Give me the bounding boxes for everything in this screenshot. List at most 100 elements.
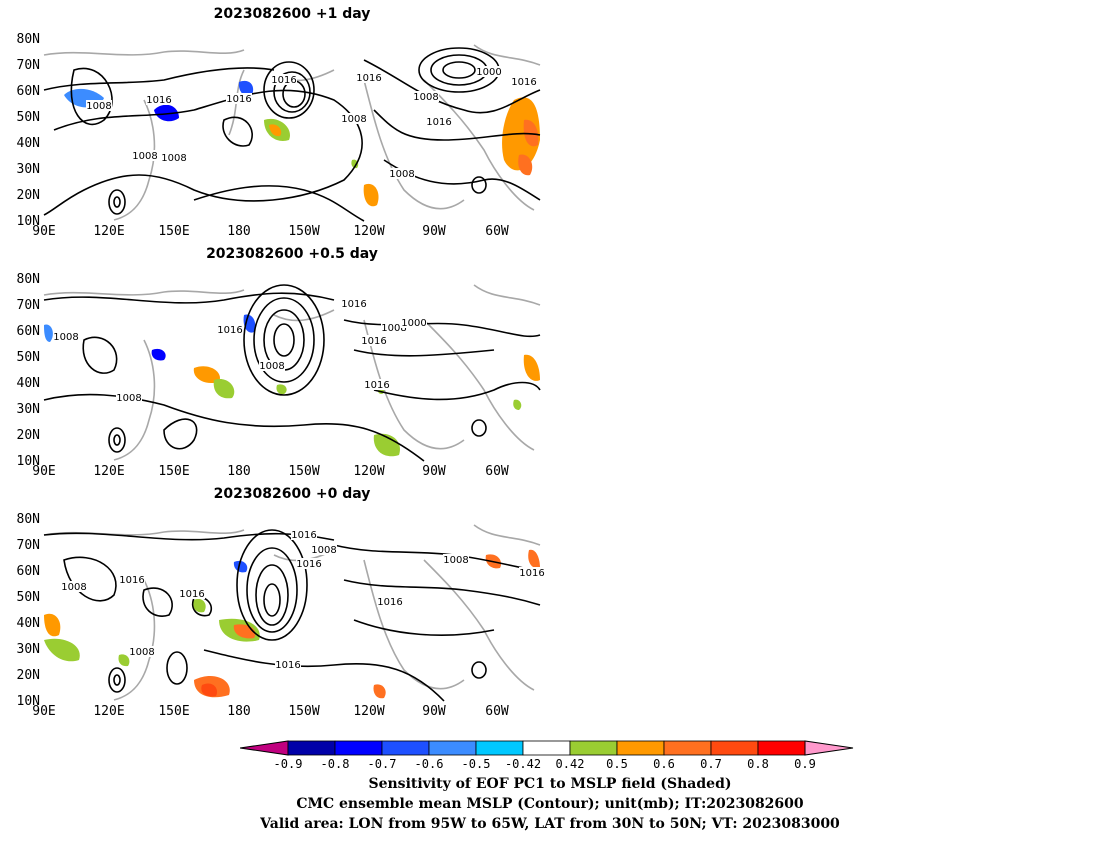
- contour-label: 1008: [443, 555, 468, 566]
- caption-line-1: Sensitivity of EOF PC1 to MSLP field (Sh…: [368, 776, 732, 792]
- caption-line-2: CMC ensemble mean MSLP (Contour); unit(m…: [296, 796, 804, 812]
- x-tick-label: 180: [227, 224, 251, 239]
- x-tick-label: 150E: [158, 704, 190, 719]
- contour-label-bg: [511, 76, 537, 87]
- x-tick-label: 180: [227, 704, 251, 719]
- y-tick-label: 70N: [16, 298, 40, 313]
- contour-label-bg: [381, 322, 407, 333]
- x-tick-label: 90E: [32, 464, 56, 479]
- colorbar-segment: [616, 740, 665, 756]
- colorbar-tick-label: -0.8: [320, 757, 350, 771]
- contour-label: 1016: [426, 117, 451, 128]
- contour-label-bg: [129, 646, 155, 657]
- y-tick-label: 60N: [16, 84, 40, 99]
- colorbar-segment: [475, 740, 524, 756]
- contour-label: 1016: [217, 325, 242, 336]
- contour-label-bg: [311, 544, 337, 555]
- contour-label: 1016: [519, 568, 544, 579]
- y-tick-label: 60N: [16, 564, 40, 579]
- contour-label-bg: [476, 66, 502, 77]
- caption-line-3: Valid area: LON from 95W to 65W, LAT fro…: [260, 816, 840, 832]
- panel-1-map: 1008 1016 1008 1016 1008 1016 1000 1008 1016 1016…: [43, 40, 541, 222]
- y-tick-label: 50N: [16, 110, 40, 125]
- colorbar-segment: [334, 740, 383, 756]
- contour-label: 1008: [259, 361, 284, 372]
- y-tick-label: 40N: [16, 376, 40, 391]
- contour-label: 1016: [119, 575, 144, 586]
- contour-label: 1008: [53, 332, 78, 343]
- contour-label: 1008: [132, 151, 157, 162]
- contour-label-bg: [356, 72, 382, 83]
- contour-label: 1008: [381, 323, 406, 334]
- contour-label: 1016: [341, 299, 366, 310]
- colorbar-segment: [757, 740, 806, 756]
- y-tick-label: 40N: [16, 136, 40, 151]
- contour-label-bg: [226, 93, 252, 104]
- x-tick-label: 120W: [353, 224, 385, 239]
- colorbar-segment: [287, 740, 336, 756]
- x-tick-label: 90E: [32, 224, 56, 239]
- contour-label: 1008: [389, 169, 414, 180]
- x-tick-label: 60W: [485, 224, 509, 239]
- colorbar-segment: [428, 740, 477, 756]
- contour-label: 1016: [296, 559, 321, 570]
- contour-label-bg: [53, 331, 79, 342]
- contour-label: 1016: [356, 73, 381, 84]
- contour-label: 1016: [377, 597, 402, 608]
- y-tick-label: 20N: [16, 668, 40, 683]
- contour-label-bg: [217, 324, 243, 335]
- contour-label-bg: [291, 529, 317, 540]
- y-tick-label: 50N: [16, 350, 40, 365]
- contour-label-bg: [146, 94, 172, 105]
- y-tick-label: 20N: [16, 188, 40, 203]
- colorbar-tick-label: -0.9: [273, 757, 303, 771]
- x-tick-label: 120W: [353, 704, 385, 719]
- colorbar-tick-label: 0.6: [653, 757, 675, 771]
- colorbar-tick-label: -0.5: [461, 757, 491, 771]
- contour-label: 1000: [401, 318, 426, 329]
- y-tick-label: 80N: [16, 272, 40, 287]
- contour-label: 1008: [129, 647, 154, 658]
- contour-label: 1016: [271, 75, 296, 86]
- panel-3-title: 2023082600 +0 day: [213, 486, 371, 502]
- colorbar-segment: [381, 740, 430, 756]
- y-tick-label: 50N: [16, 590, 40, 605]
- y-tick-label: 20N: [16, 428, 40, 443]
- x-tick-label: 120W: [353, 464, 385, 479]
- contour-label-bg: [259, 360, 285, 371]
- contour-label-bg: [61, 581, 87, 592]
- x-tick-label: 150E: [158, 224, 190, 239]
- y-tick-label: 10N: [16, 694, 40, 709]
- contour-label-bg: [389, 168, 415, 179]
- colorbar-tick-label: 0.42: [555, 757, 585, 771]
- contour-label-bg: [377, 596, 403, 607]
- colorbar-tick-label: 0.7: [700, 757, 722, 771]
- contour-label: 1016: [179, 589, 204, 600]
- contour-label: 1016: [146, 95, 171, 106]
- y-tick-label: 80N: [16, 32, 40, 47]
- colorbar-tick-label: 0.8: [747, 757, 769, 771]
- y-tick-label: 80N: [16, 512, 40, 527]
- contour-label-bg: [413, 91, 439, 102]
- contour-label-bg: [86, 100, 112, 111]
- x-tick-label: 120E: [93, 704, 125, 719]
- x-tick-label: 120E: [93, 464, 125, 479]
- panel-2-title: 2023082600 +0.5 day: [206, 246, 378, 262]
- x-tick-label: 60W: [485, 704, 509, 719]
- x-tick-label: 90W: [422, 224, 446, 239]
- panel-2-map: 1008 1016 1008 1016 1008 1000 1016 1016 1008: [43, 280, 541, 462]
- contour-label-bg: [271, 74, 297, 85]
- colorbar-tick-label: 0.9: [794, 757, 816, 771]
- y-tick-label: 60N: [16, 324, 40, 339]
- x-tick-label: 90W: [422, 464, 446, 479]
- y-tick-label: 10N: [16, 214, 40, 229]
- contour-label-bg: [401, 317, 427, 328]
- contour-label: 1008: [86, 101, 111, 112]
- contour-label: 1008: [341, 114, 366, 125]
- contour-label-bg: [341, 298, 367, 309]
- colorbar-high-extend: [804, 740, 854, 756]
- contour-label-bg: [426, 116, 452, 127]
- contour-label: 1008: [311, 545, 336, 556]
- x-tick-label: 150W: [288, 704, 320, 719]
